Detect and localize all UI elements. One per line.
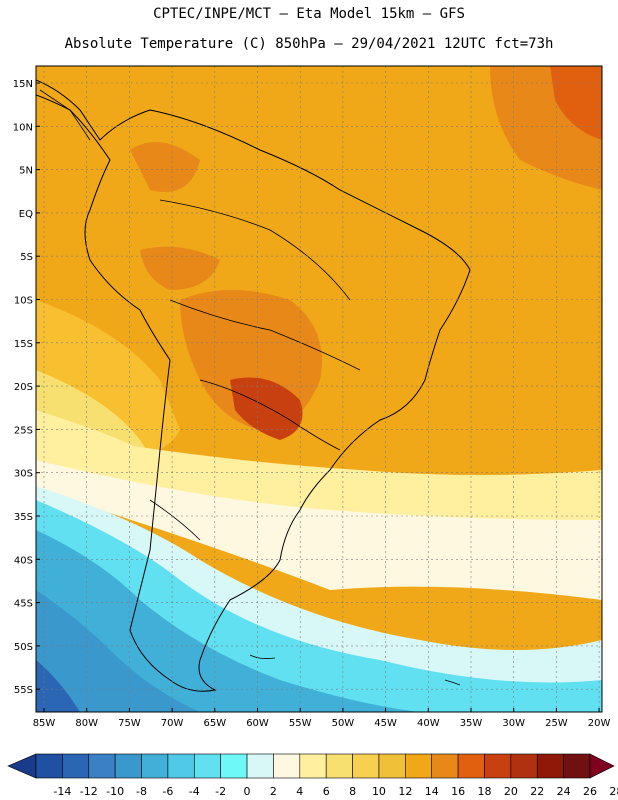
colorbar-label: 4	[296, 785, 303, 798]
colorbar-max-arrow	[589, 753, 615, 779]
latitude-label: 40S	[14, 555, 33, 566]
longitude-label: 55W	[289, 718, 312, 729]
latitude-label: 10S	[14, 296, 33, 307]
colorbar-segment	[246, 753, 274, 779]
colorbar-label: -4	[189, 785, 200, 798]
colorbar-label: -12	[80, 785, 98, 798]
longitude-label: 30W	[502, 718, 525, 729]
colorbar-label: 14	[425, 785, 439, 798]
colorbar-label: 26	[583, 785, 597, 798]
colorbar-segment	[405, 753, 433, 779]
colorbar-label: 22	[530, 785, 544, 798]
colorbar-segment	[114, 753, 142, 779]
south-america-coastline	[36, 79, 471, 692]
colorbar-segment	[141, 753, 169, 779]
colorbar-segment	[563, 753, 591, 779]
longitude-label: 45W	[374, 718, 397, 729]
latitude-label: 10N	[13, 122, 33, 133]
map-graticule	[36, 66, 602, 712]
colorbar-label: 6	[323, 785, 330, 798]
latitude-label: EQ	[19, 209, 33, 220]
colorbar-label: 16	[451, 785, 465, 798]
colorbar-segment	[536, 753, 564, 779]
colorbar-segment	[88, 753, 116, 779]
colorbar-label: -2	[215, 785, 226, 798]
colorbar-segment	[62, 753, 90, 779]
colorbar-segment	[273, 753, 301, 779]
latitude-label: 50S	[14, 642, 33, 653]
colorbar-label: -14	[53, 785, 71, 798]
colorbar-label: 18	[477, 785, 491, 798]
map-title-line-2: Absolute Temperature (C) 850hPa – 29/04/…	[64, 36, 554, 52]
colorbar-segment	[193, 753, 221, 779]
map-title-line-1: CPTEC/INPE/MCT – Eta Model 15km – GFS	[153, 6, 465, 22]
longitude-label: 85W	[33, 718, 56, 729]
colorbar-segment	[325, 753, 353, 779]
latitude-labels: 15N 10N 5N EQ 5S 10S 15S 20S 25S 30S 35S 40S 45S 50S 5…	[13, 79, 40, 696]
latitude-label: 5S	[20, 252, 33, 263]
temperature-field	[36, 66, 602, 712]
colorbar-label: 20	[504, 785, 518, 798]
colorbar-label: -8	[136, 785, 147, 798]
colorbar-segment	[35, 753, 63, 779]
colorbar-label: 12	[398, 785, 412, 798]
colorbar-label: 10	[372, 785, 386, 798]
latitude-label: 20S	[14, 382, 33, 393]
latitude-label: 15S	[14, 339, 33, 350]
colorbar-segment	[457, 753, 485, 779]
longitude-label: 25W	[545, 718, 568, 729]
colorbar-label: -10	[106, 785, 124, 798]
colorbar-segment	[220, 753, 248, 779]
latitude-label: 55S	[14, 685, 33, 696]
longitude-label: 35W	[460, 718, 483, 729]
colorbar-segment	[484, 753, 512, 779]
colorbar-label: 0	[244, 785, 251, 798]
colorbar-label: 2	[270, 785, 277, 798]
colorbar-label: 8	[349, 785, 356, 798]
longitude-label: 20W	[588, 718, 611, 729]
colorbar-segment	[431, 753, 459, 779]
map-frame	[35, 65, 603, 713]
colorbar-label: -6	[162, 785, 173, 798]
latitude-label: 5N	[19, 166, 33, 177]
colorbar-segment	[352, 753, 380, 779]
longitude-labels: 85W 80W 75W 70W 65W 60W 55W 50W 45W 40W 35W 30W 25W 2…	[33, 708, 611, 729]
longitude-label: 60W	[246, 718, 269, 729]
colorbar-label: 24	[557, 785, 571, 798]
colorbar-label: 28	[609, 785, 618, 798]
latitude-label: 30S	[14, 469, 33, 480]
latitude-label: 25S	[14, 425, 33, 436]
colorbar-min-arrow	[7, 753, 37, 779]
longitude-label: 65W	[203, 718, 226, 729]
colorbar-segment	[378, 753, 406, 779]
longitude-label: 70W	[161, 718, 184, 729]
longitude-label: 40W	[417, 718, 440, 729]
latitude-label: 45S	[14, 599, 33, 610]
longitude-label: 50W	[332, 718, 355, 729]
latitude-label: 15N	[13, 79, 33, 90]
longitude-label: 75W	[118, 718, 141, 729]
longitude-label: 80W	[75, 718, 98, 729]
colorbar-segment	[510, 753, 538, 779]
colorbar-segment	[167, 753, 195, 779]
latitude-label: 35S	[14, 512, 33, 523]
colorbar-segment	[299, 753, 327, 779]
